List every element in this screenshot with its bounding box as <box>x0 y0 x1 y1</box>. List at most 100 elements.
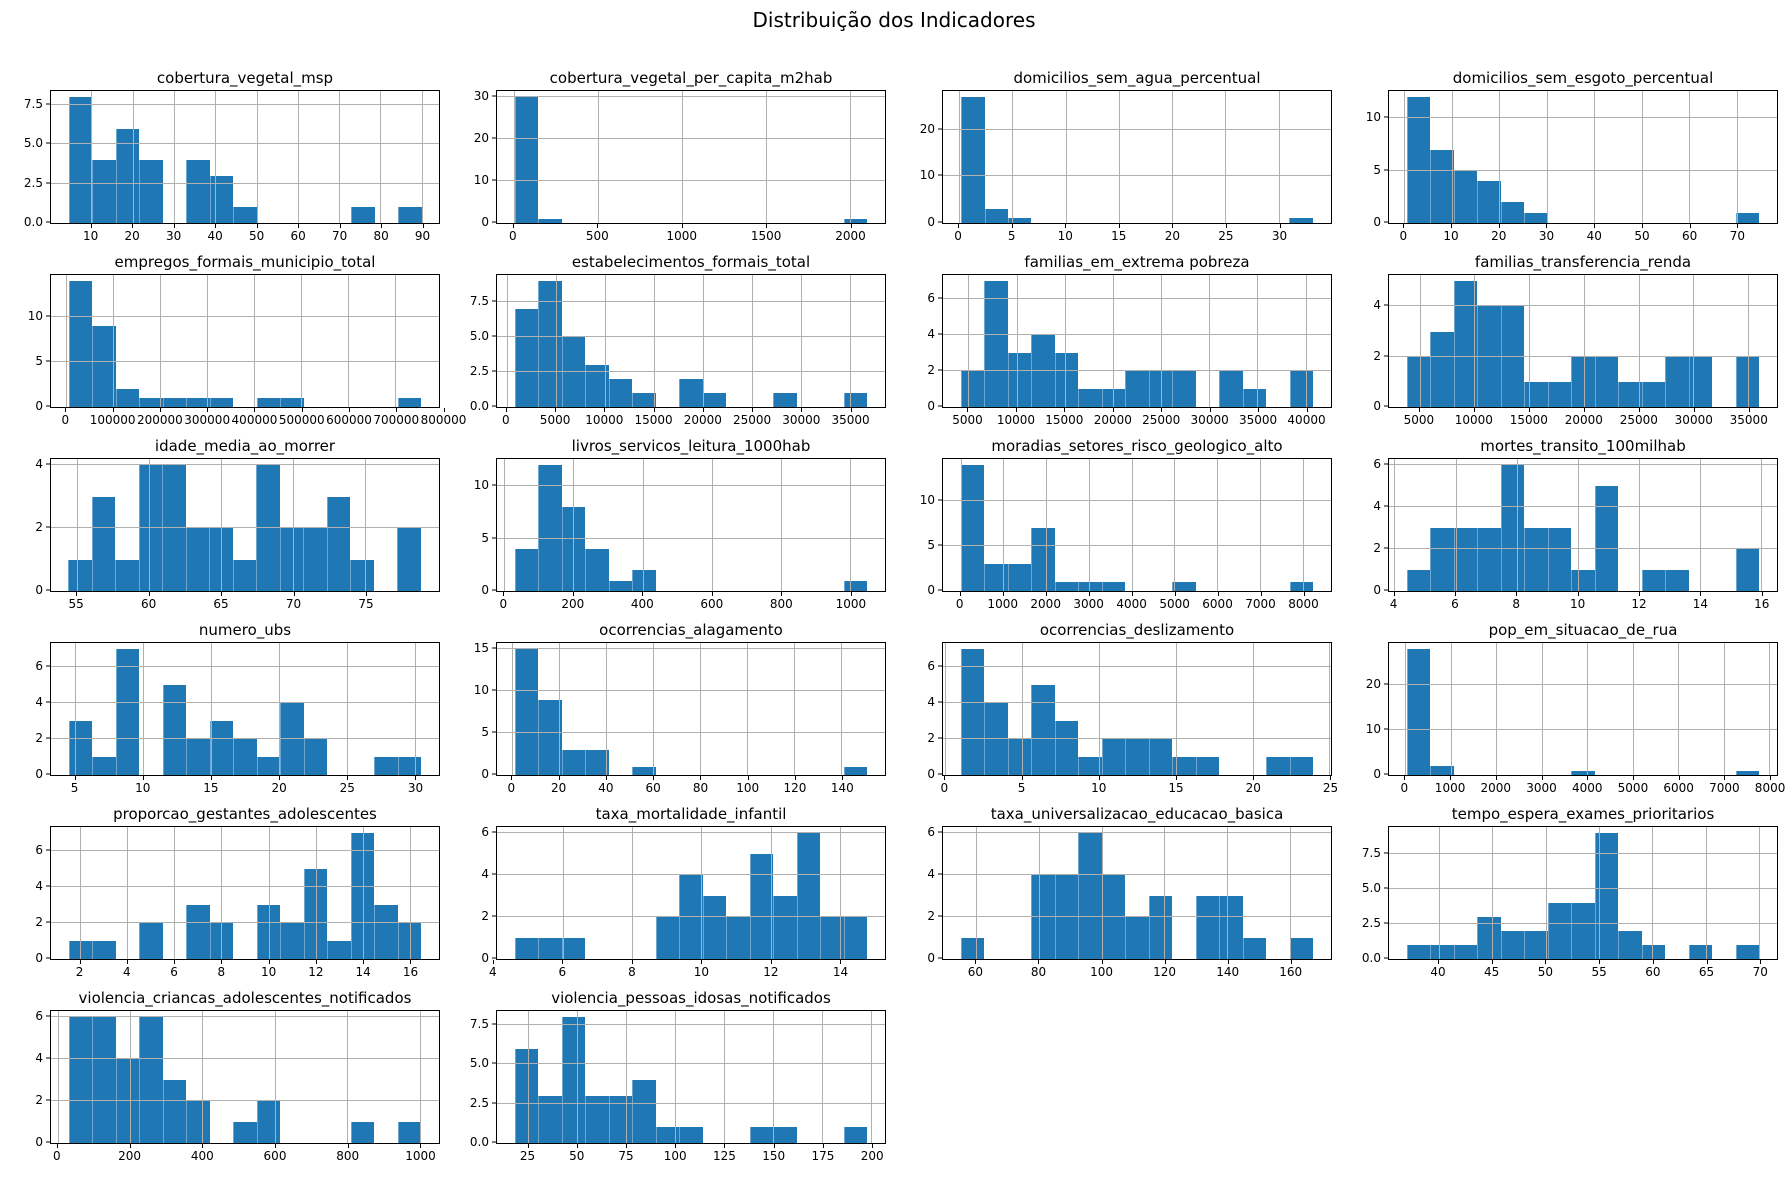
subplot-title: cobertura_vegetal_per_capita_m2hab <box>549 69 833 87</box>
x-tick-label: 10 <box>1569 597 1586 611</box>
x-gridline <box>1577 459 1579 591</box>
histogram-bar <box>398 207 422 223</box>
y-tick-mark <box>492 873 496 875</box>
y-tick-mark <box>492 1102 496 1104</box>
x-gridline <box>773 1011 775 1143</box>
histogram-bar <box>1125 739 1149 775</box>
x-tick-label: 60 <box>645 781 661 795</box>
x-tick-label: 100000 <box>89 413 136 427</box>
y-tick-mark <box>492 589 496 591</box>
x-tick-mark <box>1594 224 1596 228</box>
y-tick-mark <box>492 731 496 733</box>
histogram-bar <box>1665 356 1689 407</box>
x-gridline <box>800 275 802 407</box>
x-gridline <box>1289 827 1291 959</box>
y-tick-mark <box>1384 116 1388 118</box>
x-tick-label: 200 <box>118 1149 141 1163</box>
y-tick-mark <box>46 921 50 923</box>
x-tick-label: 25000 <box>1619 413 1658 427</box>
histogram-bar <box>68 559 92 591</box>
x-tick-label: 20 <box>1245 781 1261 795</box>
histogram-bar <box>92 160 116 223</box>
histogram-bar <box>374 757 398 775</box>
y-gridline <box>51 922 439 924</box>
x-gridline <box>221 827 223 959</box>
x-tick-mark <box>1761 592 1763 596</box>
x-tick-mark <box>1002 592 1004 596</box>
subplot-title: proporcao_gestantes_adolescentes <box>113 805 377 823</box>
y-tick-mark <box>46 526 50 528</box>
histogram-bar <box>538 281 562 407</box>
y-tick-label: 2 <box>927 363 935 378</box>
histogram-bar <box>843 393 868 407</box>
histogram-bar <box>1641 570 1666 591</box>
x-tick-label: 12 <box>763 965 779 979</box>
y-gridline <box>943 916 1331 918</box>
plot-area <box>496 642 886 776</box>
x-tick-mark <box>1279 224 1281 228</box>
subplot-title: empregos_formais_municipio_total <box>114 253 376 271</box>
y-tick-label: 0 <box>1373 767 1381 781</box>
histogram-bar <box>679 379 703 407</box>
x-gridline <box>174 827 176 959</box>
x-tick-label: 5 <box>1017 781 1026 795</box>
x-tick-label: 50 <box>1537 965 1554 979</box>
y-tick-label: 5 <box>927 538 935 553</box>
y-tick-mark <box>492 300 496 302</box>
x-tick-mark <box>410 960 412 964</box>
histogram-bar <box>1477 917 1501 959</box>
histogram-bar <box>1054 582 1079 591</box>
x-gridline <box>1747 275 1749 407</box>
x-tick-label: 15 <box>1168 781 1184 795</box>
histogram-bar <box>209 398 234 407</box>
x-tick-label: 30000 <box>1674 413 1713 427</box>
subplot-ocorrencias_deslizamento: ocorrencias_deslizamento 0 2 4 6 0 5 10 15 20 25 <box>904 620 1338 798</box>
histogram-bar <box>1266 757 1290 775</box>
x-tick-mark <box>381 224 383 228</box>
x-tick-label: 40 <box>598 781 614 795</box>
x-gridline <box>1118 91 1120 223</box>
y-tick-mark <box>46 360 50 362</box>
x-gridline <box>221 459 223 591</box>
x-tick-mark <box>1303 592 1305 596</box>
x-tick-mark <box>850 592 852 596</box>
x-gridline <box>1252 643 1254 775</box>
histogram-bar <box>843 766 868 775</box>
x-gridline <box>1112 275 1114 407</box>
x-gridline <box>127 827 129 959</box>
y-tick-label: 0 <box>35 399 43 413</box>
subplot-title: ocorrencias_deslizamento <box>1039 621 1235 639</box>
x-axis: 0 5000 10000 15000 20000 25000 30000 35000 <box>496 408 886 430</box>
histogram-bar <box>1500 931 1525 959</box>
x-tick-label: 300000 <box>184 413 231 427</box>
x-tick-label: 1000 <box>987 597 1018 611</box>
histogram-bar <box>514 549 539 591</box>
x-tick-mark <box>700 776 702 780</box>
histogram-bar <box>303 528 327 591</box>
y-gridline <box>943 738 1331 740</box>
y-tick-mark <box>492 405 496 407</box>
x-gridline <box>91 91 93 223</box>
y-axis: 0 10 20 <box>1350 642 1388 781</box>
x-tick-mark <box>1065 224 1067 228</box>
histogram-bar <box>256 398 281 407</box>
histogram-bar <box>68 97 93 223</box>
x-gridline <box>702 275 704 407</box>
histogram-bar <box>186 739 210 775</box>
y-tick-label: 10 <box>473 683 489 698</box>
histogram-bar <box>1453 170 1478 223</box>
subplot-violencia_pessoas_idosas_notificados: violencia_pessoas_idosas_notificados 0.0 2… <box>458 988 886 1166</box>
plot-area <box>942 274 1332 408</box>
histogram-bar <box>68 941 93 959</box>
y-gridline <box>943 175 1331 177</box>
x-tick-mark <box>347 776 349 780</box>
x-tick-mark <box>174 960 176 964</box>
x-tick-label: 50 <box>248 229 265 243</box>
x-gridline <box>1638 459 1640 591</box>
subplot-body: 0 5 10 15 <box>458 641 886 781</box>
x-gridline <box>301 275 303 407</box>
x-tick-mark <box>1098 776 1100 780</box>
x-axis: 0 200 400 600 800 1000 <box>50 1144 440 1166</box>
x-tick-label: 800000 <box>420 413 467 427</box>
